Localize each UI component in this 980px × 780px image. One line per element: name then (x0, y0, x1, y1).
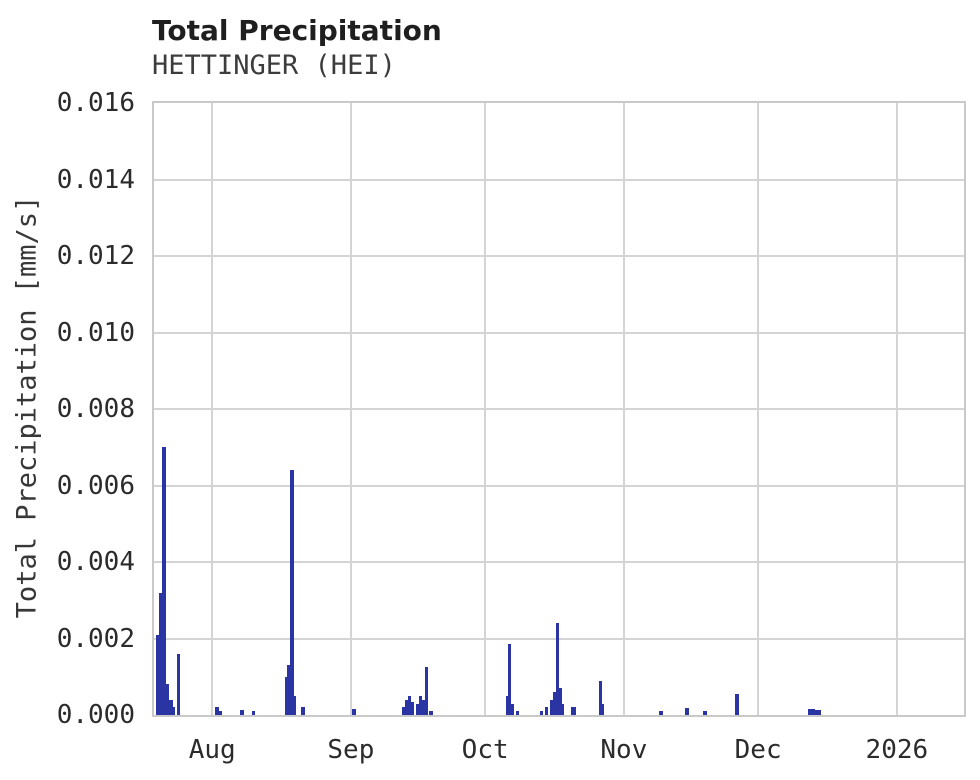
precipitation-bar (601, 703, 604, 715)
precipitation-bar (550, 699, 554, 715)
precipitation-bar (156, 634, 160, 715)
precipitation-bar (408, 695, 412, 715)
precipitation-bar (540, 711, 544, 715)
precipitation-bar (545, 707, 549, 715)
precipitation-bar (506, 695, 510, 715)
precipitation-bar (571, 707, 577, 715)
y-tick-label: 0.008 (56, 394, 135, 424)
y-tick-label: 0.006 (56, 470, 135, 501)
precipitation-bar (685, 708, 690, 715)
precipitation-bar (416, 703, 420, 715)
x-tick-label: Aug (188, 735, 236, 765)
y-tick-label: 0.004 (56, 547, 135, 577)
precipitation-bar (508, 644, 512, 715)
precipitation-bar (410, 701, 414, 715)
precipitation-bar (294, 695, 297, 715)
plot-area (152, 101, 966, 717)
x-tick-label: 2026 (865, 735, 929, 765)
precipitation-bar (807, 709, 815, 715)
y-axis-label: Total Precipitation [mm/s] (11, 195, 43, 619)
gridline-y (154, 408, 964, 410)
precipitation-bar (214, 707, 219, 715)
precipitation-bar (239, 710, 244, 715)
precipitation-bar (418, 695, 422, 715)
precipitation-bar (815, 709, 821, 715)
precipitation-bar (734, 693, 739, 715)
y-tick-label: 0.000 (56, 700, 135, 730)
precipitation-bar (300, 707, 305, 715)
precipitation-bar (555, 623, 559, 715)
precipitation-bar (429, 711, 434, 715)
precipitation-bar (285, 676, 288, 715)
x-tick-label: Sep (327, 735, 375, 765)
precipitation-bar (290, 470, 295, 715)
gridline-y (154, 255, 964, 257)
x-tick-label: Oct (461, 735, 509, 765)
precipitation-bar (176, 653, 180, 715)
precipitation-bar (561, 703, 565, 715)
y-tick-label: 0.012 (56, 241, 135, 271)
precipitation-bar (165, 684, 169, 715)
precipitation-bar (425, 667, 429, 715)
precipitation-bar (516, 711, 520, 715)
precipitation-bar (658, 711, 663, 715)
y-tick-label: 0.016 (56, 88, 135, 118)
y-tick-label: 0.002 (56, 623, 135, 654)
precipitation-bar (553, 692, 557, 715)
precipitation-bar (159, 592, 163, 715)
gridline-y (154, 484, 964, 487)
precipitation-bar (421, 699, 425, 715)
precipitation-bar (401, 707, 405, 715)
precipitation-bar (162, 447, 167, 715)
y-tick-label: 0.010 (56, 317, 135, 348)
x-tick-label: Dec (734, 735, 782, 765)
precipitation-bar (351, 709, 356, 715)
precipitation-bar (404, 699, 408, 715)
gridline-y (154, 178, 964, 181)
y-tick-label: 0.014 (56, 164, 135, 195)
precipitation-bar (559, 688, 562, 715)
gridline-y (154, 331, 964, 334)
precipitation-bar (511, 703, 515, 715)
precipitation-bar (252, 711, 256, 715)
precipitation-bar (703, 711, 708, 715)
precipitation-bar (218, 711, 222, 715)
gridline-y (154, 637, 964, 640)
x-tick-label: Nov (600, 735, 648, 765)
precipitation-bar (168, 699, 173, 715)
gridline-y (154, 561, 964, 563)
precipitation-bar (173, 707, 176, 715)
chart-subtitle: HETTINGER (HEI) (152, 50, 396, 81)
precipitation-bar (286, 665, 290, 715)
chart-title: Total Precipitation (152, 14, 442, 47)
precipitation-bar (598, 680, 602, 715)
